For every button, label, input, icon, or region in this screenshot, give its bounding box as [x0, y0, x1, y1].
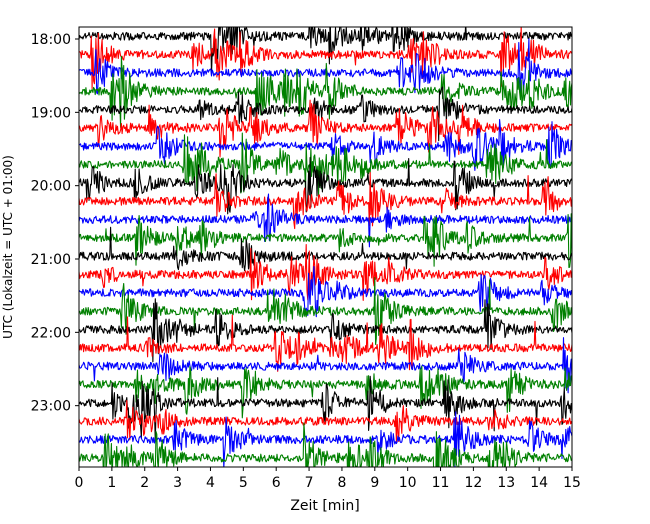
x-tick-label: 12 [464, 475, 482, 491]
x-tick-label: 8 [337, 475, 346, 491]
y-tick-label: 19:00 [31, 105, 71, 121]
x-tick-label: 9 [370, 475, 379, 491]
trace-line [79, 132, 572, 196]
trace-line [79, 337, 572, 394]
x-tick-label: 5 [239, 475, 248, 491]
trace-line [79, 298, 572, 363]
trace-line [79, 314, 572, 372]
y-tick-label: 20:00 [31, 179, 71, 195]
trace-line [79, 99, 572, 158]
trace-line [79, 55, 572, 128]
y-axis-label: UTC (Lokalzeit = UTC + 01:00) [1, 155, 15, 339]
trace-line [79, 226, 572, 272]
y-axis: 18:00 19:00 20:00 21:00 22:00 23:00 [31, 32, 79, 415]
x-tick-label: 15 [563, 475, 581, 491]
x-tick-label: 4 [206, 475, 215, 491]
x-tick-label: 1 [107, 475, 116, 491]
trace-line [79, 400, 572, 443]
x-tick-label: 10 [399, 475, 417, 491]
x-tick-label: 0 [75, 475, 84, 491]
axes-frame [78, 26, 573, 468]
x-tick-label: 6 [272, 475, 281, 491]
x-tick-label: 13 [497, 475, 515, 491]
trace-line [79, 38, 572, 95]
trace-line [79, 422, 572, 467]
trace-line [79, 213, 572, 269]
trace-line [79, 411, 572, 467]
y-tick-label: 23:00 [31, 399, 71, 415]
trace-line [79, 365, 572, 419]
x-tick-label: 11 [432, 475, 450, 491]
x-tick-label: 7 [305, 475, 314, 491]
x-tick-label: 3 [173, 475, 182, 491]
trace-line [79, 277, 572, 345]
y-tick-label: 21:00 [31, 252, 71, 268]
x-tick-label: 14 [530, 475, 548, 491]
x-axis: 0 1 2 3 4 5 6 7 8 9 10 11 12 13 14 15 [75, 467, 581, 491]
trace-line [79, 193, 572, 248]
trace-line [79, 86, 572, 142]
y-tick-label: 22:00 [31, 325, 71, 341]
y-tick-label: 18:00 [31, 32, 71, 48]
trace-line [79, 27, 572, 90]
x-tick-label: 2 [140, 475, 149, 491]
trace-line [79, 27, 572, 76]
trace-line [79, 119, 572, 171]
x-axis-label: Zeit [min] [290, 498, 359, 514]
traces-group [79, 27, 572, 467]
trace-line [79, 171, 572, 230]
trace-line [79, 157, 572, 215]
